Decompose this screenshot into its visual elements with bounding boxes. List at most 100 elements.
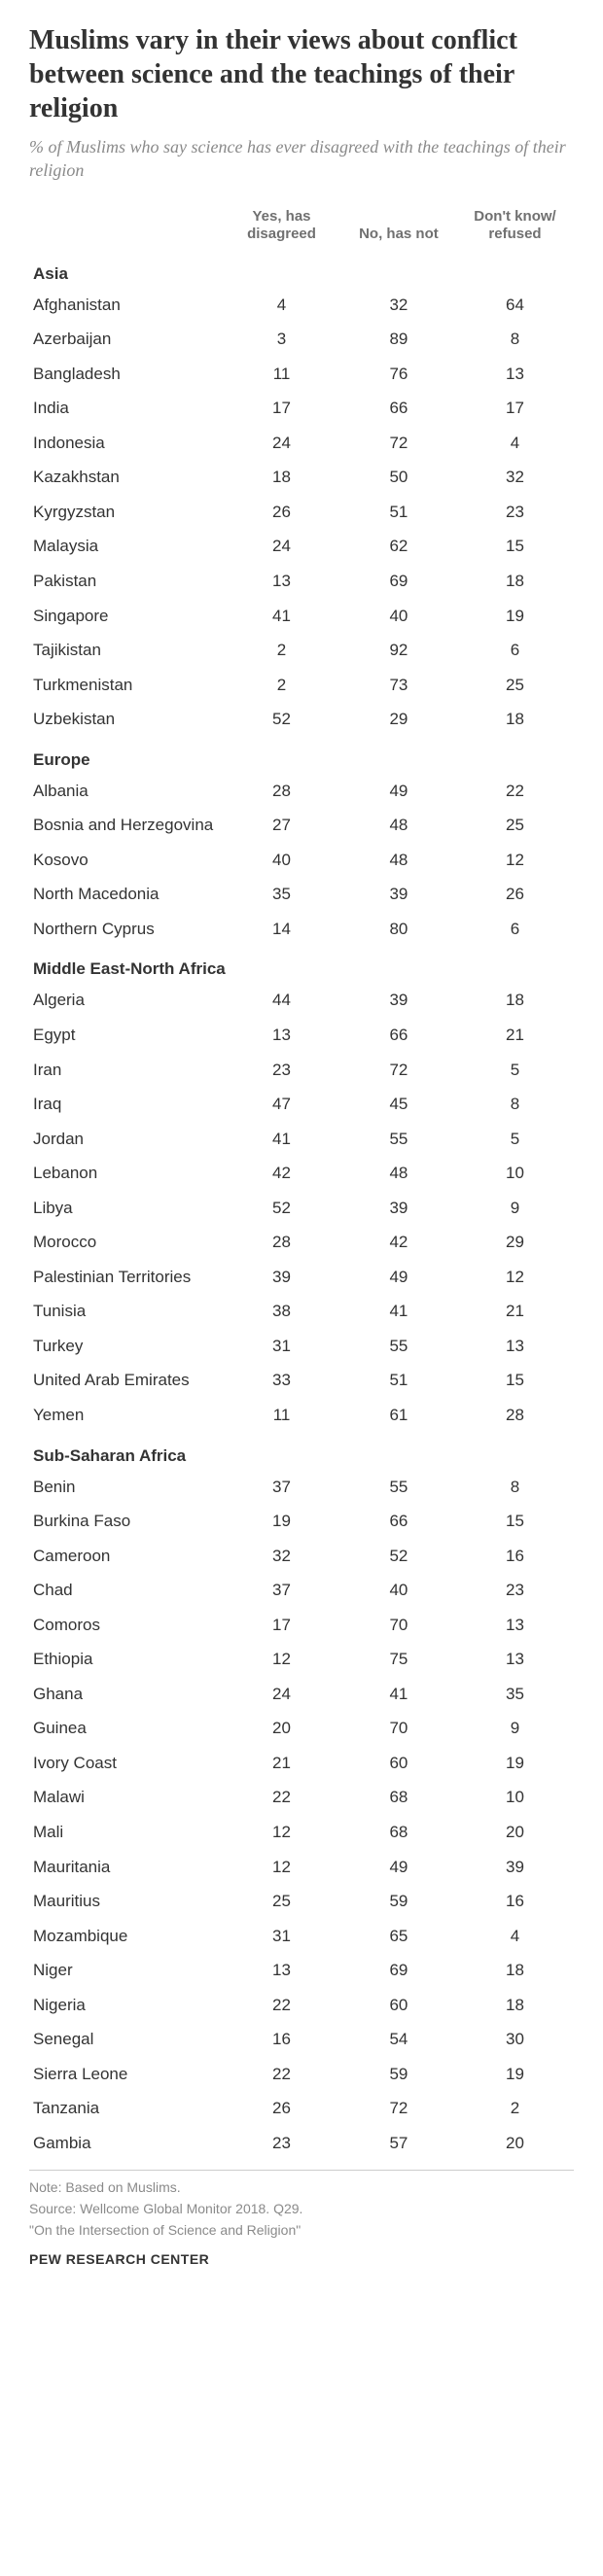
table-row: Benin37558 (29, 1470, 574, 1505)
cell-value: 76 (341, 357, 456, 392)
cell-value: 11 (222, 357, 341, 392)
region-label: Asia (29, 251, 574, 288)
cell-value: 68 (341, 1815, 456, 1850)
cell-value: 13 (456, 357, 574, 392)
row-label: Chad (29, 1573, 222, 1608)
table-row: Albania284922 (29, 774, 574, 809)
table-row: Lebanon424810 (29, 1156, 574, 1191)
row-label: Egypt (29, 1018, 222, 1053)
cell-value: 11 (222, 1398, 341, 1433)
header-col-3: Don't know/ refused (456, 204, 574, 251)
cell-value: 15 (456, 1504, 574, 1539)
row-label: Benin (29, 1470, 222, 1505)
region-row: Europe (29, 737, 574, 774)
cell-value: 20 (222, 1711, 341, 1746)
row-label: Mali (29, 1815, 222, 1850)
row-label: Bangladesh (29, 357, 222, 392)
table-row: Iraq47458 (29, 1087, 574, 1122)
cell-value: 62 (341, 529, 456, 564)
row-label: Kosovo (29, 843, 222, 878)
cell-value: 12 (456, 843, 574, 878)
cell-value: 48 (341, 1156, 456, 1191)
cell-value: 2 (222, 633, 341, 668)
table-row: Iran23725 (29, 1053, 574, 1088)
table-row: Nigeria226018 (29, 1988, 574, 2023)
cell-value: 12 (456, 1260, 574, 1295)
cell-value: 19 (222, 1504, 341, 1539)
cell-value: 55 (341, 1329, 456, 1364)
cell-value: 29 (341, 702, 456, 737)
cell-value: 26 (222, 2091, 341, 2126)
row-label: Algeria (29, 983, 222, 1018)
cell-value: 37 (222, 1470, 341, 1505)
cell-value: 21 (222, 1746, 341, 1781)
cell-value: 42 (341, 1225, 456, 1260)
table-row: Mozambique31654 (29, 1919, 574, 1954)
cell-value: 21 (456, 1294, 574, 1329)
row-label: Bosnia and Herzegovina (29, 808, 222, 843)
table-row: Pakistan136918 (29, 564, 574, 599)
row-label: Lebanon (29, 1156, 222, 1191)
table-header-row: Yes, has disagreed No, has not Don't kno… (29, 204, 574, 251)
cell-value: 66 (341, 1504, 456, 1539)
cell-value: 48 (341, 808, 456, 843)
cell-value: 89 (341, 322, 456, 357)
table-row: Jordan41555 (29, 1122, 574, 1157)
row-label: Pakistan (29, 564, 222, 599)
cell-value: 59 (341, 2057, 456, 2092)
table-row: India176617 (29, 391, 574, 426)
cell-value: 22 (456, 774, 574, 809)
cell-value: 49 (341, 774, 456, 809)
table-row: Sierra Leone225919 (29, 2057, 574, 2092)
table-row: Ethiopia127513 (29, 1642, 574, 1677)
table-row: Ghana244135 (29, 1677, 574, 1712)
cell-value: 13 (222, 1953, 341, 1988)
table-body: AsiaAfghanistan43264Azerbaijan3898Bangla… (29, 251, 574, 2161)
row-label: Comoros (29, 1608, 222, 1643)
cell-value: 13 (456, 1608, 574, 1643)
table-row: Singapore414019 (29, 599, 574, 634)
region-row: Sub-Saharan Africa (29, 1433, 574, 1470)
cell-value: 80 (341, 912, 456, 947)
table-row: United Arab Emirates335115 (29, 1363, 574, 1398)
cell-value: 37 (222, 1573, 341, 1608)
row-label: Guinea (29, 1711, 222, 1746)
table-row: North Macedonia353926 (29, 877, 574, 912)
table-row: Algeria443918 (29, 983, 574, 1018)
cell-value: 20 (456, 2126, 574, 2161)
page-subtitle: % of Muslims who say science has ever di… (29, 135, 574, 183)
cell-value: 10 (456, 1780, 574, 1815)
cell-value: 23 (456, 495, 574, 530)
cell-value: 39 (456, 1850, 574, 1885)
table-row: Senegal165430 (29, 2022, 574, 2057)
cell-value: 16 (456, 1539, 574, 1574)
row-label: Iraq (29, 1087, 222, 1122)
row-label: Malaysia (29, 529, 222, 564)
cell-value: 39 (341, 877, 456, 912)
cell-value: 51 (341, 1363, 456, 1398)
cell-value: 5 (456, 1053, 574, 1088)
cell-value: 70 (341, 1711, 456, 1746)
region-row: Middle East-North Africa (29, 946, 574, 983)
cell-value: 15 (456, 1363, 574, 1398)
cell-value: 51 (341, 495, 456, 530)
cell-value: 19 (456, 599, 574, 634)
cell-value: 28 (456, 1398, 574, 1433)
row-label: Libya (29, 1191, 222, 1226)
row-label: Malawi (29, 1780, 222, 1815)
table-row: Tanzania26722 (29, 2091, 574, 2126)
table-row: Kazakhstan185032 (29, 460, 574, 495)
table-row: Cameroon325216 (29, 1539, 574, 1574)
table-row: Gambia235720 (29, 2126, 574, 2161)
cell-value: 48 (341, 843, 456, 878)
cell-value: 19 (456, 1746, 574, 1781)
row-label: Tajikistan (29, 633, 222, 668)
cell-value: 8 (456, 1087, 574, 1122)
row-label: North Macedonia (29, 877, 222, 912)
cell-value: 26 (222, 495, 341, 530)
cell-value: 28 (222, 774, 341, 809)
cell-value: 22 (222, 2057, 341, 2092)
cell-value: 72 (341, 426, 456, 461)
cell-value: 39 (341, 983, 456, 1018)
cell-value: 30 (456, 2022, 574, 2057)
